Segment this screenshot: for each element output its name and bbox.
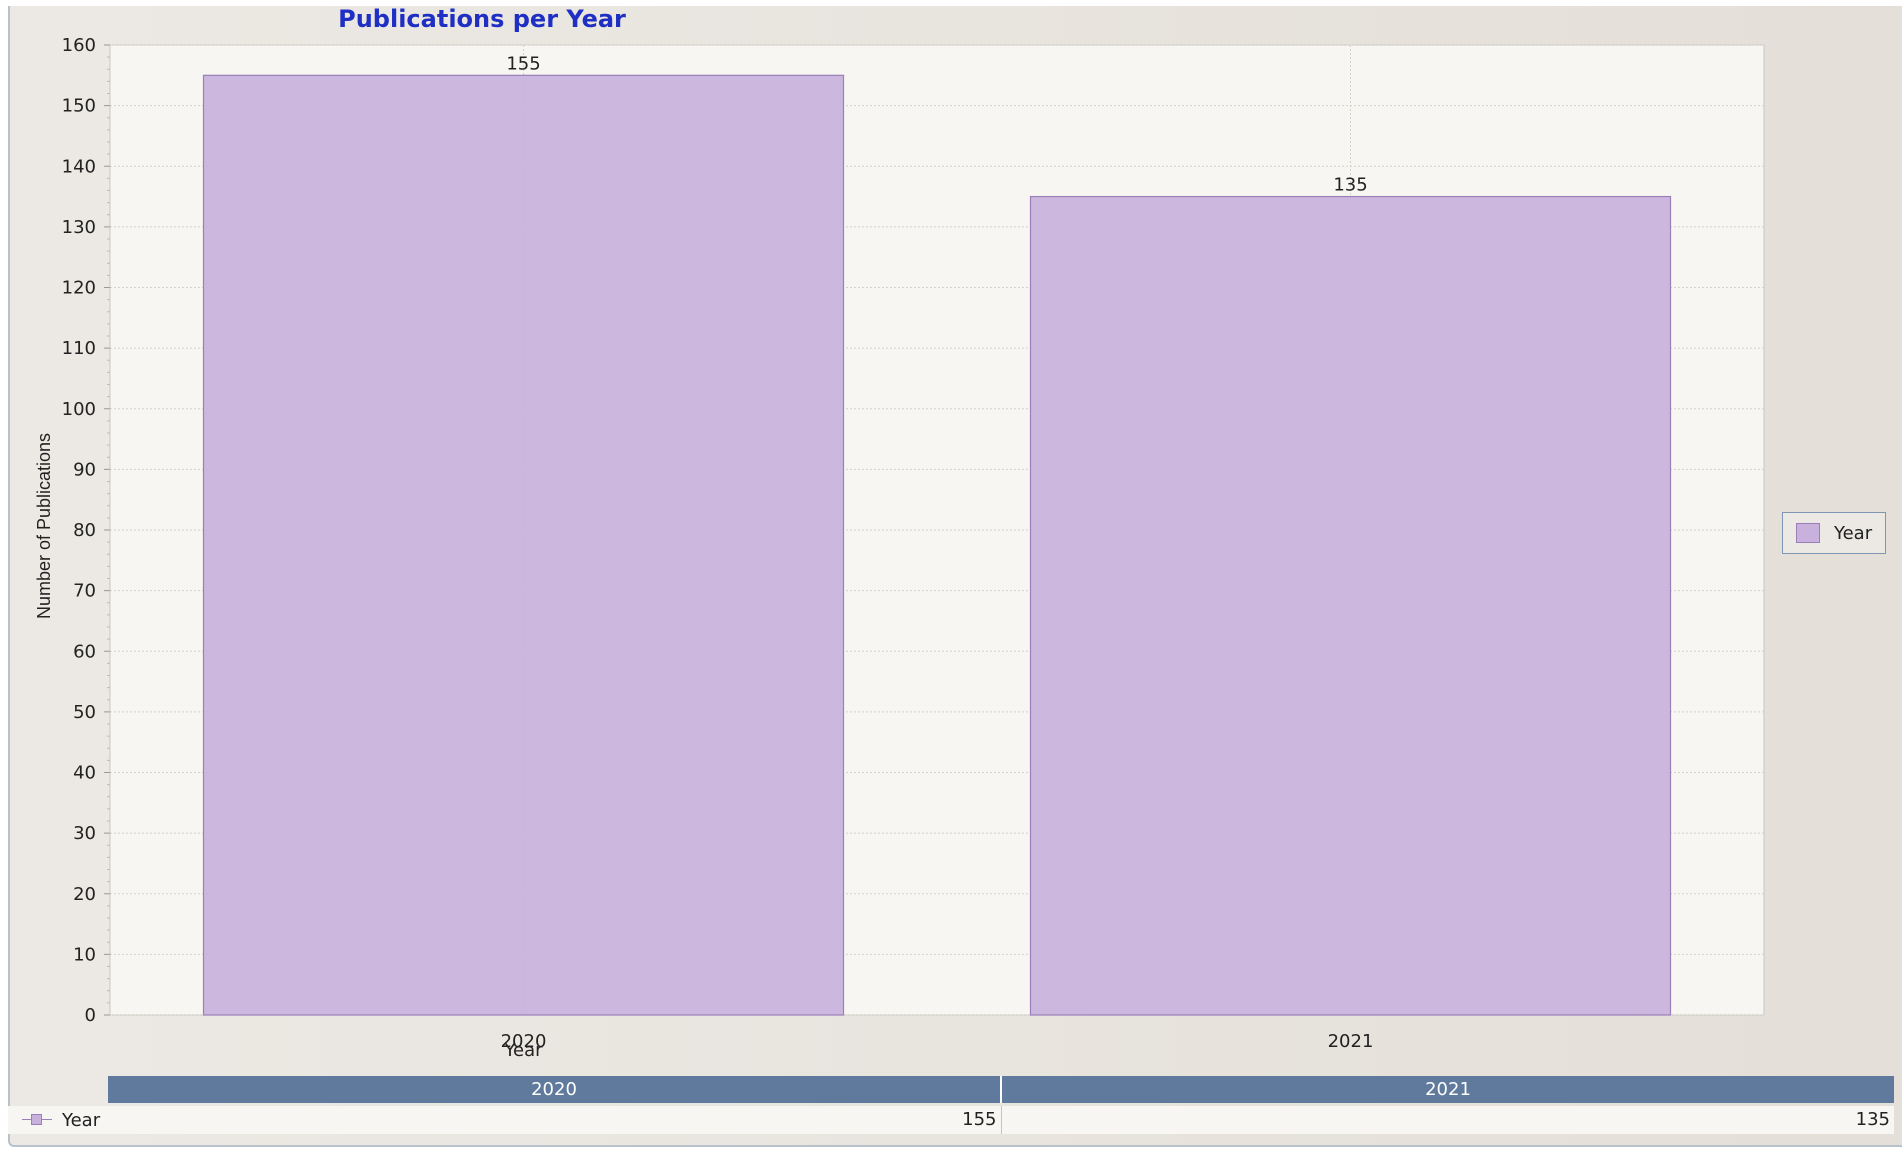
data-table-header: 2020 2021 xyxy=(108,1076,1894,1103)
table-cell-2020: 155 xyxy=(108,1106,1002,1134)
table-row-series: Year xyxy=(8,1110,108,1131)
chart-legend: Year xyxy=(1782,512,1886,554)
y-tick-label: 140 xyxy=(62,156,96,177)
plot-area: 0 10 20 30 40 50 60 70 80 90 100 110 120 130 140 150 160… xyxy=(62,35,1765,1052)
x-axis-label: Year xyxy=(503,1040,543,1061)
y-tick-label: 100 xyxy=(62,399,96,420)
x-tick-label-2021: 2021 xyxy=(1328,1031,1374,1052)
chart-panel: Publications per Year 0 10 20 30 40 50 60 70 80 9… xyxy=(8,6,1902,1147)
y-tick-label: 50 xyxy=(73,702,96,723)
y-tick-label: 160 xyxy=(62,35,96,56)
y-axis-label: Number of Publications xyxy=(34,433,54,619)
table-cell-2021: 135 xyxy=(1855,1109,1890,1130)
bar-2020 xyxy=(202,74,845,1016)
y-tick-label: 90 xyxy=(73,459,96,480)
y-tick-label: 130 xyxy=(62,217,96,238)
table-row-series-label: Year xyxy=(62,1109,101,1131)
y-tick-label: 70 xyxy=(73,581,96,602)
legend-label: Year xyxy=(1834,522,1873,544)
table-header-2021[interactable]: 2021 xyxy=(1002,1076,1894,1103)
y-tick-label: 30 xyxy=(73,823,96,844)
y-tick-label: 80 xyxy=(73,520,96,541)
y-tick-label: 0 xyxy=(85,1005,96,1026)
series-marker-icon xyxy=(22,1113,52,1127)
y-tick-label: 40 xyxy=(73,763,96,784)
bar-chart: Publications per Year 0 10 20 30 40 50 60 70 80 9… xyxy=(34,6,1765,1061)
bar-2021 xyxy=(1029,195,1672,1016)
x-tick-label-2020: 2020 xyxy=(501,1031,547,1052)
y-tick-label: 20 xyxy=(73,884,96,905)
y-tick-label: 110 xyxy=(62,338,96,359)
table-row: Year 155 135 xyxy=(8,1106,1894,1134)
y-tick-label: 60 xyxy=(73,641,96,662)
legend-swatch xyxy=(1796,523,1820,543)
y-tick-label: 120 xyxy=(62,278,96,299)
data-label-2021: 135 xyxy=(1333,175,1367,196)
chart-title: Publications per Year xyxy=(338,6,626,33)
y-tick-label: 150 xyxy=(62,96,96,117)
data-label-2020: 155 xyxy=(506,53,540,74)
table-header-2020[interactable]: 2020 xyxy=(108,1076,1002,1103)
data-table: 2020 2021 xyxy=(108,1076,1894,1103)
y-tick-label: 10 xyxy=(73,944,96,965)
